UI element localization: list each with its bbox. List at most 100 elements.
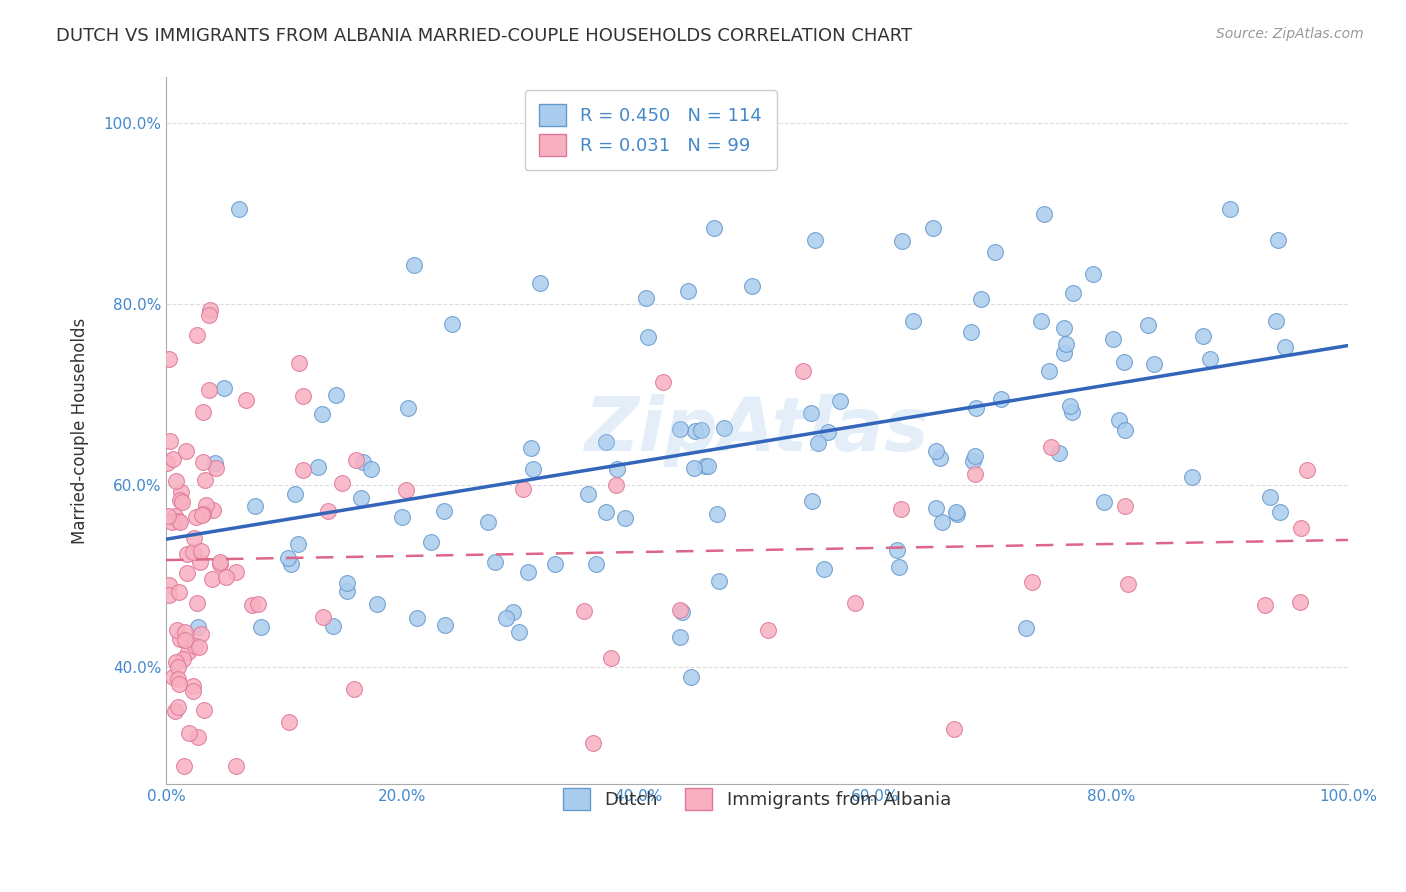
Point [360,462,382,476]
Point [187,640,209,654]
Point [813,562,835,576]
Point [1038,364,1060,378]
Point [1114,355,1136,369]
Point [288,356,311,370]
Point [983,244,1005,259]
Point [706,508,728,522]
Point [287,537,309,551]
Point [433,504,456,518]
Point [343,681,366,696]
Point [172,495,194,509]
Point [240,598,263,612]
Point [177,726,200,740]
Point [169,632,191,646]
Point [1053,321,1076,335]
Point [441,317,464,331]
Point [190,544,212,558]
Point [595,505,617,519]
Point [186,509,208,524]
Point [1265,314,1288,328]
Point [1062,286,1084,301]
Point [606,462,628,476]
Point [172,652,194,666]
Point [352,455,374,469]
Point [970,292,993,306]
Point [582,736,605,750]
Point [160,516,183,530]
Point [183,545,205,559]
Point [322,618,344,632]
Point [366,597,388,611]
Point [1192,329,1215,343]
Point [190,627,212,641]
Point [1102,332,1125,346]
Point [183,531,205,545]
Point [508,624,530,639]
Point [204,456,226,470]
Point [962,454,984,468]
Point [173,624,195,639]
Point [1114,423,1136,437]
Point [176,547,198,561]
Point [690,423,713,437]
Point [637,330,659,344]
Point [167,514,190,528]
Point [344,453,367,467]
Point [250,620,273,634]
Point [198,384,221,398]
Point [512,482,534,496]
Point [1258,491,1281,505]
Point [685,424,707,438]
Point [1254,598,1277,612]
Point [162,452,184,467]
Point [741,279,763,293]
Point [529,276,551,290]
Point [1219,202,1241,216]
Point [713,421,735,435]
Point [800,406,823,420]
Point [330,476,353,491]
Point [159,434,181,448]
Point [167,585,190,599]
Point [235,393,257,408]
Point [943,722,966,736]
Point [166,624,188,638]
Point [173,759,195,773]
Point [965,401,987,416]
Point [1040,440,1063,454]
Point [965,449,987,463]
Point [335,583,357,598]
Point [181,683,204,698]
Point [174,443,197,458]
Point [169,515,191,529]
Point [307,459,329,474]
Point [193,405,215,419]
Point [165,508,187,523]
Point [605,478,627,492]
Text: ZipAtlas: ZipAtlas [585,394,929,467]
Point [931,515,953,529]
Point [1047,446,1070,460]
Point [205,460,228,475]
Point [1274,339,1296,353]
Point [209,557,232,571]
Point [246,597,269,611]
Point [156,456,179,470]
Point [194,498,217,512]
Point [157,352,180,367]
Point [925,501,948,516]
Point [921,221,943,235]
Point [284,487,307,501]
Point [1198,351,1220,366]
Point [960,325,983,339]
Point [671,605,693,619]
Point [396,401,419,415]
Point [395,483,418,498]
Point [311,407,333,421]
Point [669,422,692,436]
Point [544,558,567,572]
Point [891,234,914,248]
Point [1267,233,1289,247]
Point [1083,267,1105,281]
Point [176,566,198,580]
